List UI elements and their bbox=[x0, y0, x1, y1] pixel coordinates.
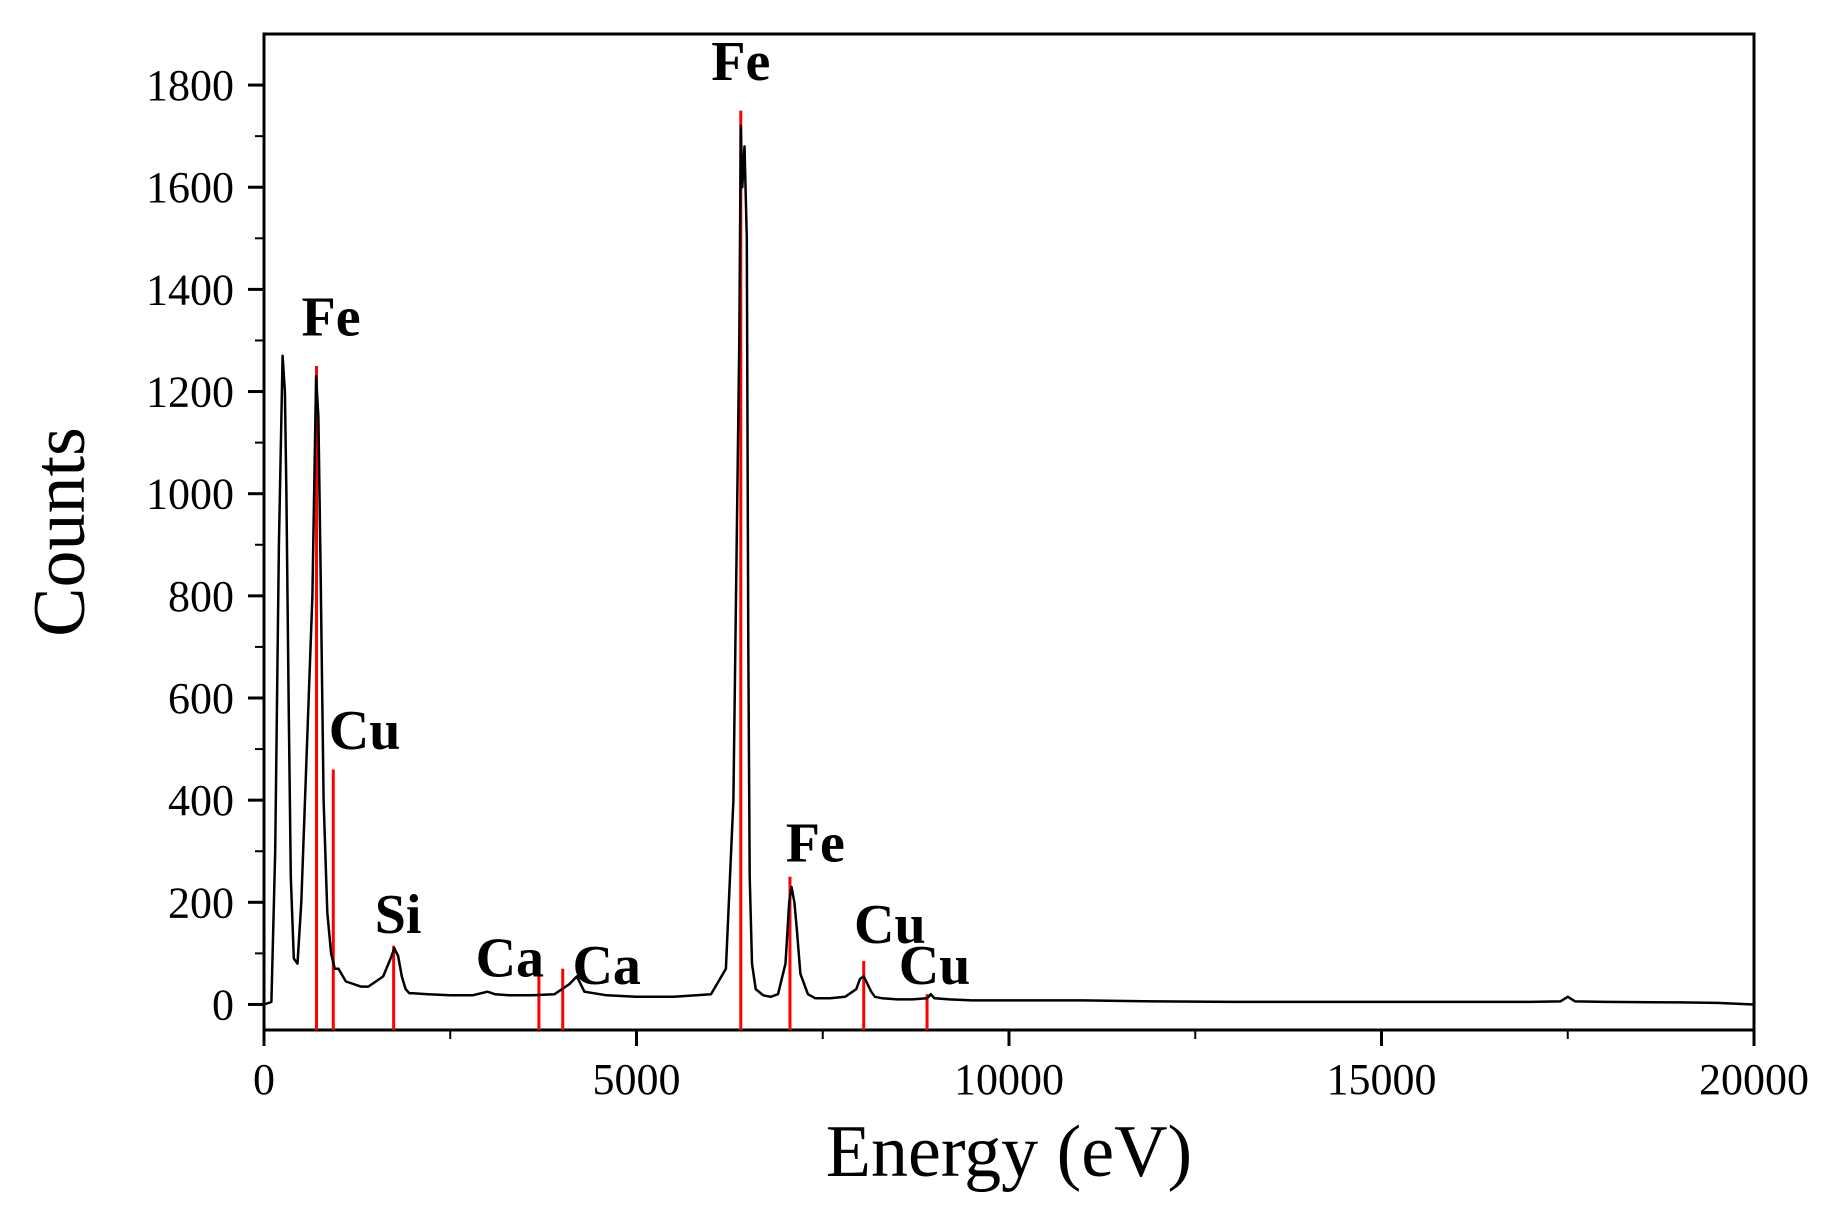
y-tick-label: 200 bbox=[168, 878, 234, 927]
peak-label-ca: Ca bbox=[572, 935, 640, 997]
x-tick-label: 10000 bbox=[954, 1055, 1064, 1104]
peak-label-ca: Ca bbox=[476, 927, 544, 989]
x-axis-ticks: 0 5000 10000 15000 20000 bbox=[253, 1030, 1809, 1104]
peak-label-fe: Fe bbox=[786, 812, 845, 874]
y-tick-label: 0 bbox=[212, 980, 234, 1029]
peak-label-si: Si bbox=[375, 884, 422, 946]
y-tick-label: 1600 bbox=[146, 163, 234, 212]
x-tick-label: 0 bbox=[253, 1055, 275, 1104]
peak-label-cu: Cu bbox=[854, 894, 926, 956]
y-tick-label: 800 bbox=[168, 572, 234, 621]
x-tick-label: 20000 bbox=[1699, 1055, 1809, 1104]
x-axis-title: Energy (eV) bbox=[826, 1111, 1192, 1193]
y-tick-label: 400 bbox=[168, 776, 234, 825]
y-tick-label: 1000 bbox=[146, 470, 234, 519]
y-axis-title: Counts bbox=[19, 427, 101, 637]
x-tick-label: 15000 bbox=[1327, 1055, 1437, 1104]
peak-label-fe: Fe bbox=[711, 31, 770, 93]
y-axis-ticks: 0 200 400 600 800 1000 1200 1400 1600 1800 bbox=[146, 61, 264, 1029]
peak-label-fe: Fe bbox=[302, 286, 361, 348]
peak-label-cu: Cu bbox=[899, 935, 971, 997]
plot-frame bbox=[262, 32, 1756, 1032]
spectrum-series-line bbox=[263, 124, 1755, 1006]
y-tick-label: 1200 bbox=[146, 368, 234, 417]
y-tick-label: 1800 bbox=[146, 61, 234, 110]
x-tick-label: 5000 bbox=[593, 1055, 681, 1104]
y-tick-label: 1400 bbox=[146, 265, 234, 314]
peak-label-cu: Cu bbox=[329, 700, 401, 762]
y-tick-label: 600 bbox=[168, 674, 234, 723]
